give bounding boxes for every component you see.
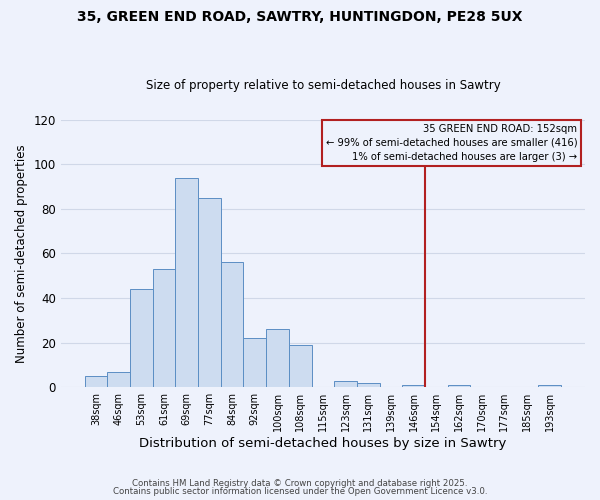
Bar — [221, 262, 244, 387]
X-axis label: Distribution of semi-detached houses by size in Sawtry: Distribution of semi-detached houses by … — [139, 437, 506, 450]
Bar — [357, 382, 380, 387]
Text: 35, GREEN END ROAD, SAWTRY, HUNTINGDON, PE28 5UX: 35, GREEN END ROAD, SAWTRY, HUNTINGDON, … — [77, 10, 523, 24]
Bar — [266, 329, 289, 387]
Bar — [152, 269, 175, 387]
Bar — [403, 385, 425, 387]
Text: Contains public sector information licensed under the Open Government Licence v3: Contains public sector information licen… — [113, 487, 487, 496]
Bar — [198, 198, 221, 387]
Bar — [244, 338, 266, 387]
Text: Contains HM Land Registry data © Crown copyright and database right 2025.: Contains HM Land Registry data © Crown c… — [132, 478, 468, 488]
Bar — [538, 385, 561, 387]
Bar — [289, 345, 311, 387]
Bar — [107, 372, 130, 387]
Bar — [448, 385, 470, 387]
Bar — [334, 380, 357, 387]
Text: 35 GREEN END ROAD: 152sqm
← 99% of semi-detached houses are smaller (416)
1% of : 35 GREEN END ROAD: 152sqm ← 99% of semi-… — [326, 124, 577, 162]
Title: Size of property relative to semi-detached houses in Sawtry: Size of property relative to semi-detach… — [146, 79, 500, 92]
Bar — [85, 376, 107, 387]
Y-axis label: Number of semi-detached properties: Number of semi-detached properties — [15, 144, 28, 362]
Bar — [175, 178, 198, 387]
Bar — [130, 289, 152, 387]
